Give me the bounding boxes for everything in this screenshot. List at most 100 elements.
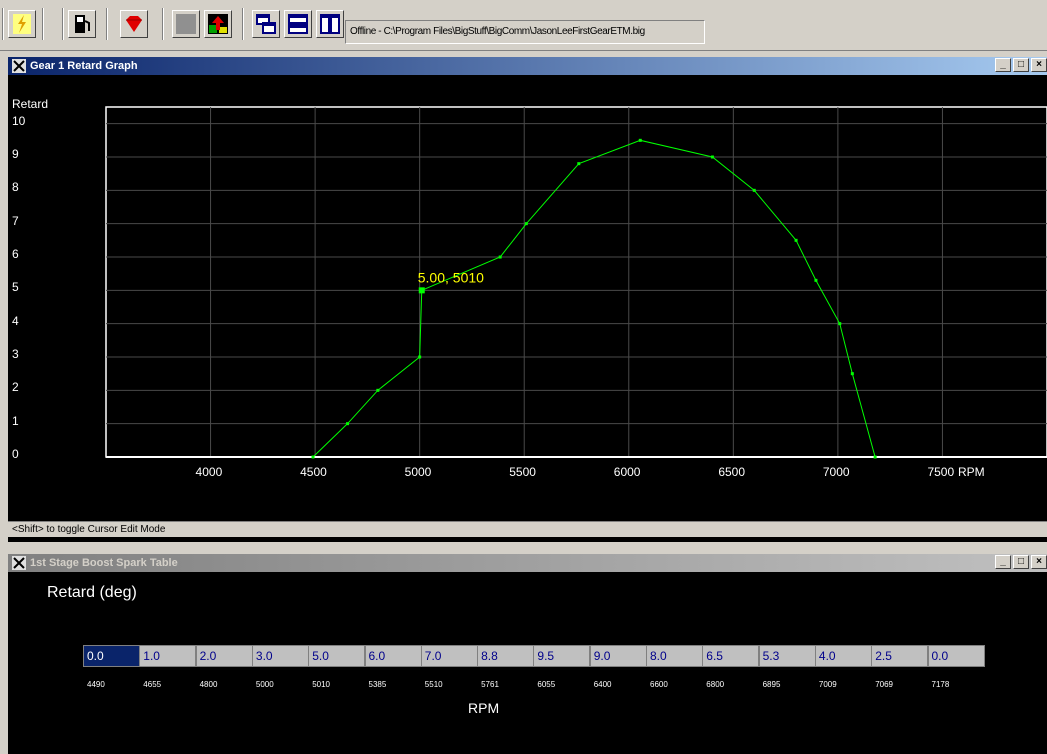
data-point: [638, 138, 642, 142]
bigcomm-app-icon: [12, 59, 26, 73]
retard-cell[interactable]: 2.5: [871, 645, 929, 667]
rpm-label: 6400: [593, 680, 612, 689]
y-tick-label: 2: [12, 380, 19, 395]
y-tick-label: 5: [12, 280, 19, 295]
lightning-icon: [13, 14, 31, 34]
rpm-label: 5510: [424, 680, 443, 689]
plot-frame: [105, 106, 1047, 458]
data-point: [814, 278, 818, 282]
retard-cell[interactable]: 6.0: [364, 645, 422, 667]
retard-chart[interactable]: 5.00, 5010: [8, 57, 1047, 524]
rpm-label: 6800: [706, 680, 725, 689]
y-tick-label: 3: [12, 347, 19, 361]
toolbar-separator: [242, 8, 244, 40]
gray-button[interactable]: [172, 10, 200, 38]
bigcomm-app-icon: [12, 556, 26, 570]
data-point: [376, 388, 380, 392]
x-tick-label: 4500: [300, 465, 327, 479]
graph-window-title: Gear 1 Retard Graph: [30, 60, 138, 72]
close-button[interactable]: ×: [1031, 555, 1047, 569]
y-axis-label: Retard: [12, 97, 49, 111]
x-tick-label: 4000: [195, 465, 223, 479]
rpm-label: 5385: [368, 680, 387, 689]
graph-window-titlebar[interactable]: Gear 1 Retard Graph _ □ ×: [8, 57, 1047, 75]
retard-cell[interactable]: 9.5: [533, 645, 591, 667]
retard-cell[interactable]: 5.0: [308, 645, 366, 667]
y-tick-label: 4: [12, 313, 19, 328]
retard-cell[interactable]: 5.3: [758, 645, 816, 667]
rpm-label: 7009: [818, 680, 837, 689]
minimize-button[interactable]: _: [995, 58, 1011, 72]
x-tick-label: 6000: [613, 465, 641, 479]
toolbar-separator: [42, 8, 44, 40]
rpm-label: 4490: [87, 680, 105, 689]
gem-button[interactable]: [120, 10, 148, 38]
x-tick-label: 6500: [718, 465, 746, 479]
rpm-label: 4655: [143, 680, 162, 689]
retard-cell[interactable]: 4.0: [814, 645, 872, 667]
data-point: [346, 422, 350, 426]
tile-vertical-button[interactable]: [316, 10, 344, 38]
retard-cell[interactable]: 1.0: [139, 645, 197, 667]
fuel-pump-icon: [75, 15, 90, 33]
main-toolbar: Offline - C:\Program Files\BigStuff\BigC…: [0, 0, 1047, 51]
cascade-windows-icon: [256, 14, 276, 34]
fuel-pump-button[interactable]: [68, 10, 96, 38]
tile-horizontal-button[interactable]: [284, 10, 312, 38]
table-window: 1st Stage Boost Spark Table _ □ × Retard…: [6, 554, 1047, 754]
data-point: [838, 322, 842, 326]
graph-window: Gear 1 Retard Graph _ □ × Retard 0 1 2 3 4 5 6…: [6, 57, 1047, 542]
data-point: [710, 155, 714, 159]
table-window-titlebar[interactable]: 1st Stage Boost Spark Table _ □ ×: [8, 554, 1047, 572]
retard-cell[interactable]: 8.0: [646, 645, 703, 667]
x-tick-label: 7000: [822, 465, 850, 479]
table-window-title: 1st Stage Boost Spark Table: [30, 557, 178, 569]
rpm-label: 5761: [481, 680, 499, 689]
y-tick-label: 0: [12, 447, 19, 461]
y-tick-label: 1: [12, 413, 19, 428]
retard-cell[interactable]: 9.0: [589, 645, 647, 667]
file-path-status: Offline - C:\Program Files\BigStuff\BigC…: [345, 20, 705, 44]
lightning-button[interactable]: [8, 10, 36, 38]
rpm-label: 6600: [650, 680, 668, 689]
rpm-label: 6055: [537, 680, 556, 689]
rpm-label: 5000: [255, 680, 274, 689]
graph-status-bar: <Shift> to toggle Cursor Edit Mode: [8, 521, 1047, 537]
toolbar-separator: [2, 8, 4, 40]
upload-button[interactable]: [204, 10, 232, 38]
minimize-button[interactable]: _: [995, 555, 1011, 569]
y-tick-label: 10: [12, 113, 26, 128]
data-point: [794, 238, 798, 242]
x-tick-label: 5000: [404, 465, 432, 479]
maximize-button[interactable]: □: [1013, 58, 1029, 72]
retard-cell[interactable]: 2.0: [195, 645, 253, 667]
y-tick-label: 8: [12, 180, 19, 195]
y-tick-label: 7: [12, 213, 19, 228]
maximize-button[interactable]: □: [1013, 555, 1029, 569]
data-point: [524, 222, 528, 226]
x-tick-label: 7500: [927, 465, 955, 479]
retard-cell[interactable]: 6.5: [702, 645, 760, 667]
retard-cell[interactable]: 8.8: [477, 645, 535, 667]
table-x-axis-label: RPM: [468, 700, 500, 716]
rpm-label: 7178: [931, 680, 950, 689]
retard-cell[interactable]: 3.0: [251, 645, 309, 667]
data-point: [850, 372, 854, 376]
retard-cell[interactable]: 7.0: [420, 645, 478, 667]
retard-cell[interactable]: 0.0: [927, 645, 985, 667]
data-point: [752, 188, 756, 192]
tile-horizontal-icon: [288, 14, 308, 34]
y-tick-label: 6: [12, 247, 19, 261]
x-axis-label: RPM: [958, 465, 985, 479]
table-heading: Retard (deg): [47, 584, 137, 601]
data-point: [498, 255, 502, 259]
toolbar-separator: [62, 8, 64, 40]
rpm-label: 6895: [762, 680, 781, 689]
cursor-readout: 5.00, 5010: [418, 269, 484, 285]
gray-square-icon: [176, 14, 196, 34]
retard-cell[interactable]: 0.0: [83, 645, 140, 667]
data-point: [577, 162, 581, 166]
toolbar-separator: [106, 8, 108, 40]
red-gem-icon: [126, 16, 142, 32]
cascade-windows-button[interactable]: [252, 10, 280, 38]
